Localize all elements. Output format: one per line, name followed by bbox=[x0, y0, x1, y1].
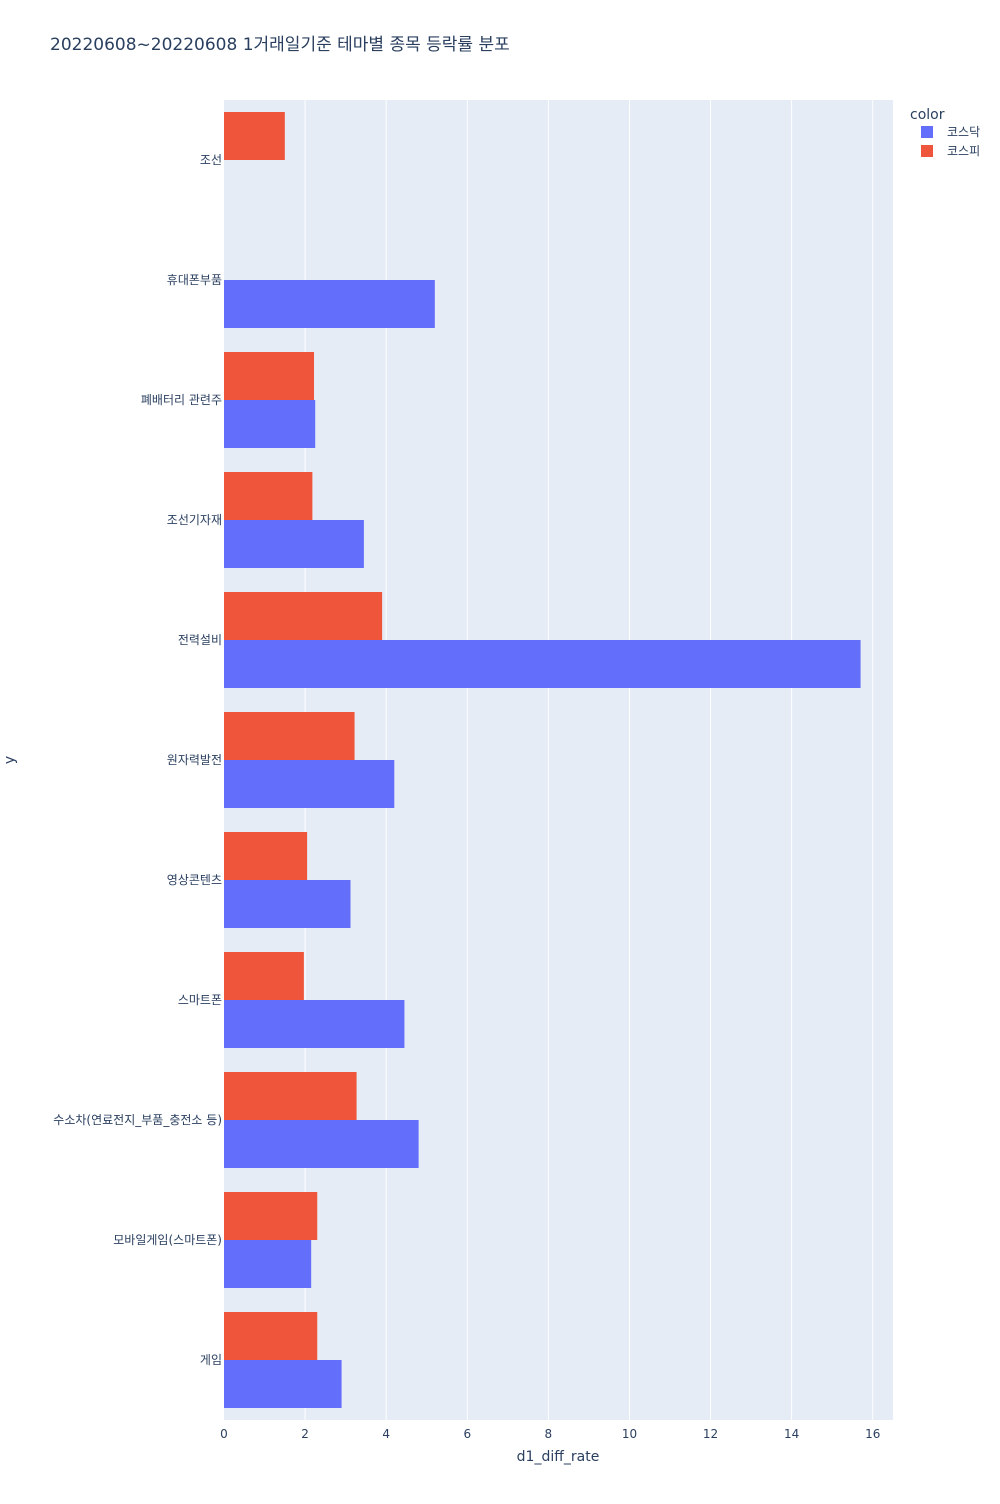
y-tick-label: 전력설비 bbox=[178, 633, 222, 647]
bar bbox=[224, 1312, 318, 1360]
bar bbox=[224, 640, 861, 688]
bar bbox=[224, 1240, 312, 1288]
bar bbox=[224, 112, 285, 160]
bar bbox=[224, 1120, 419, 1168]
bar bbox=[224, 592, 383, 640]
bar bbox=[224, 760, 395, 808]
y-tick-label: 스마트폰 bbox=[178, 993, 222, 1007]
y-tick-label: 폐배터리 관련주 bbox=[141, 393, 222, 407]
legend-swatch bbox=[921, 145, 933, 157]
y-tick-label: 휴대폰부품 bbox=[167, 273, 222, 287]
x-tick-label: 12 bbox=[703, 1427, 718, 1441]
y-tick-label: 조선기자재 bbox=[167, 513, 222, 527]
x-tick-labels: 0 2 4 6 8 10 12 14 16 bbox=[220, 1427, 880, 1441]
x-tick-label: 4 bbox=[382, 1427, 390, 1441]
bar bbox=[224, 1000, 405, 1048]
y-tick-labels: 게임 모바일게임(스마트폰) 수소차(연료전지_부품_충전소 등) 스마트폰 영상콘텐츠… bbox=[53, 153, 222, 1367]
legend-swatch bbox=[921, 126, 933, 138]
x-tick-label: 0 bbox=[220, 1427, 228, 1441]
bar bbox=[224, 1072, 357, 1120]
x-tick-label: 14 bbox=[784, 1427, 799, 1441]
legend-title: color bbox=[910, 107, 945, 123]
bar bbox=[224, 1192, 318, 1240]
bar bbox=[224, 952, 304, 1000]
bar bbox=[224, 520, 364, 568]
x-tick-label: 16 bbox=[865, 1427, 880, 1441]
y-tick-label: 영상콘텐츠 bbox=[167, 873, 222, 887]
x-tick-label: 10 bbox=[622, 1427, 637, 1441]
y-tick-label: 게임 bbox=[200, 1353, 222, 1367]
bar bbox=[224, 280, 435, 328]
y-tick-label: 모바일게임(스마트폰) bbox=[113, 1233, 222, 1247]
y-tick-label: 수소차(연료전지_부품_충전소 등) bbox=[53, 1113, 222, 1127]
legend-label: 코스피 bbox=[947, 144, 980, 158]
y-tick-label: 원자력발전 bbox=[167, 753, 222, 767]
x-tick-label: 6 bbox=[463, 1427, 471, 1441]
x-tick-label: 2 bbox=[301, 1427, 309, 1441]
bar bbox=[224, 712, 355, 760]
bar bbox=[224, 1360, 342, 1408]
bar bbox=[224, 832, 308, 880]
bar bbox=[224, 472, 313, 520]
bar bbox=[224, 352, 315, 400]
chart-title: 20220608~20220608 1거래일기준 테마별 종목 등락률 분포 bbox=[50, 35, 510, 55]
y-tick-label: 조선 bbox=[200, 153, 222, 167]
y-axis-title: y bbox=[2, 756, 18, 764]
legend-label: 코스닥 bbox=[947, 125, 980, 139]
bars bbox=[224, 112, 861, 1408]
x-axis-title: d1_diff_rate bbox=[517, 1449, 600, 1465]
x-tick-label: 8 bbox=[545, 1427, 553, 1441]
bar bbox=[224, 400, 316, 448]
bar bbox=[224, 880, 351, 928]
